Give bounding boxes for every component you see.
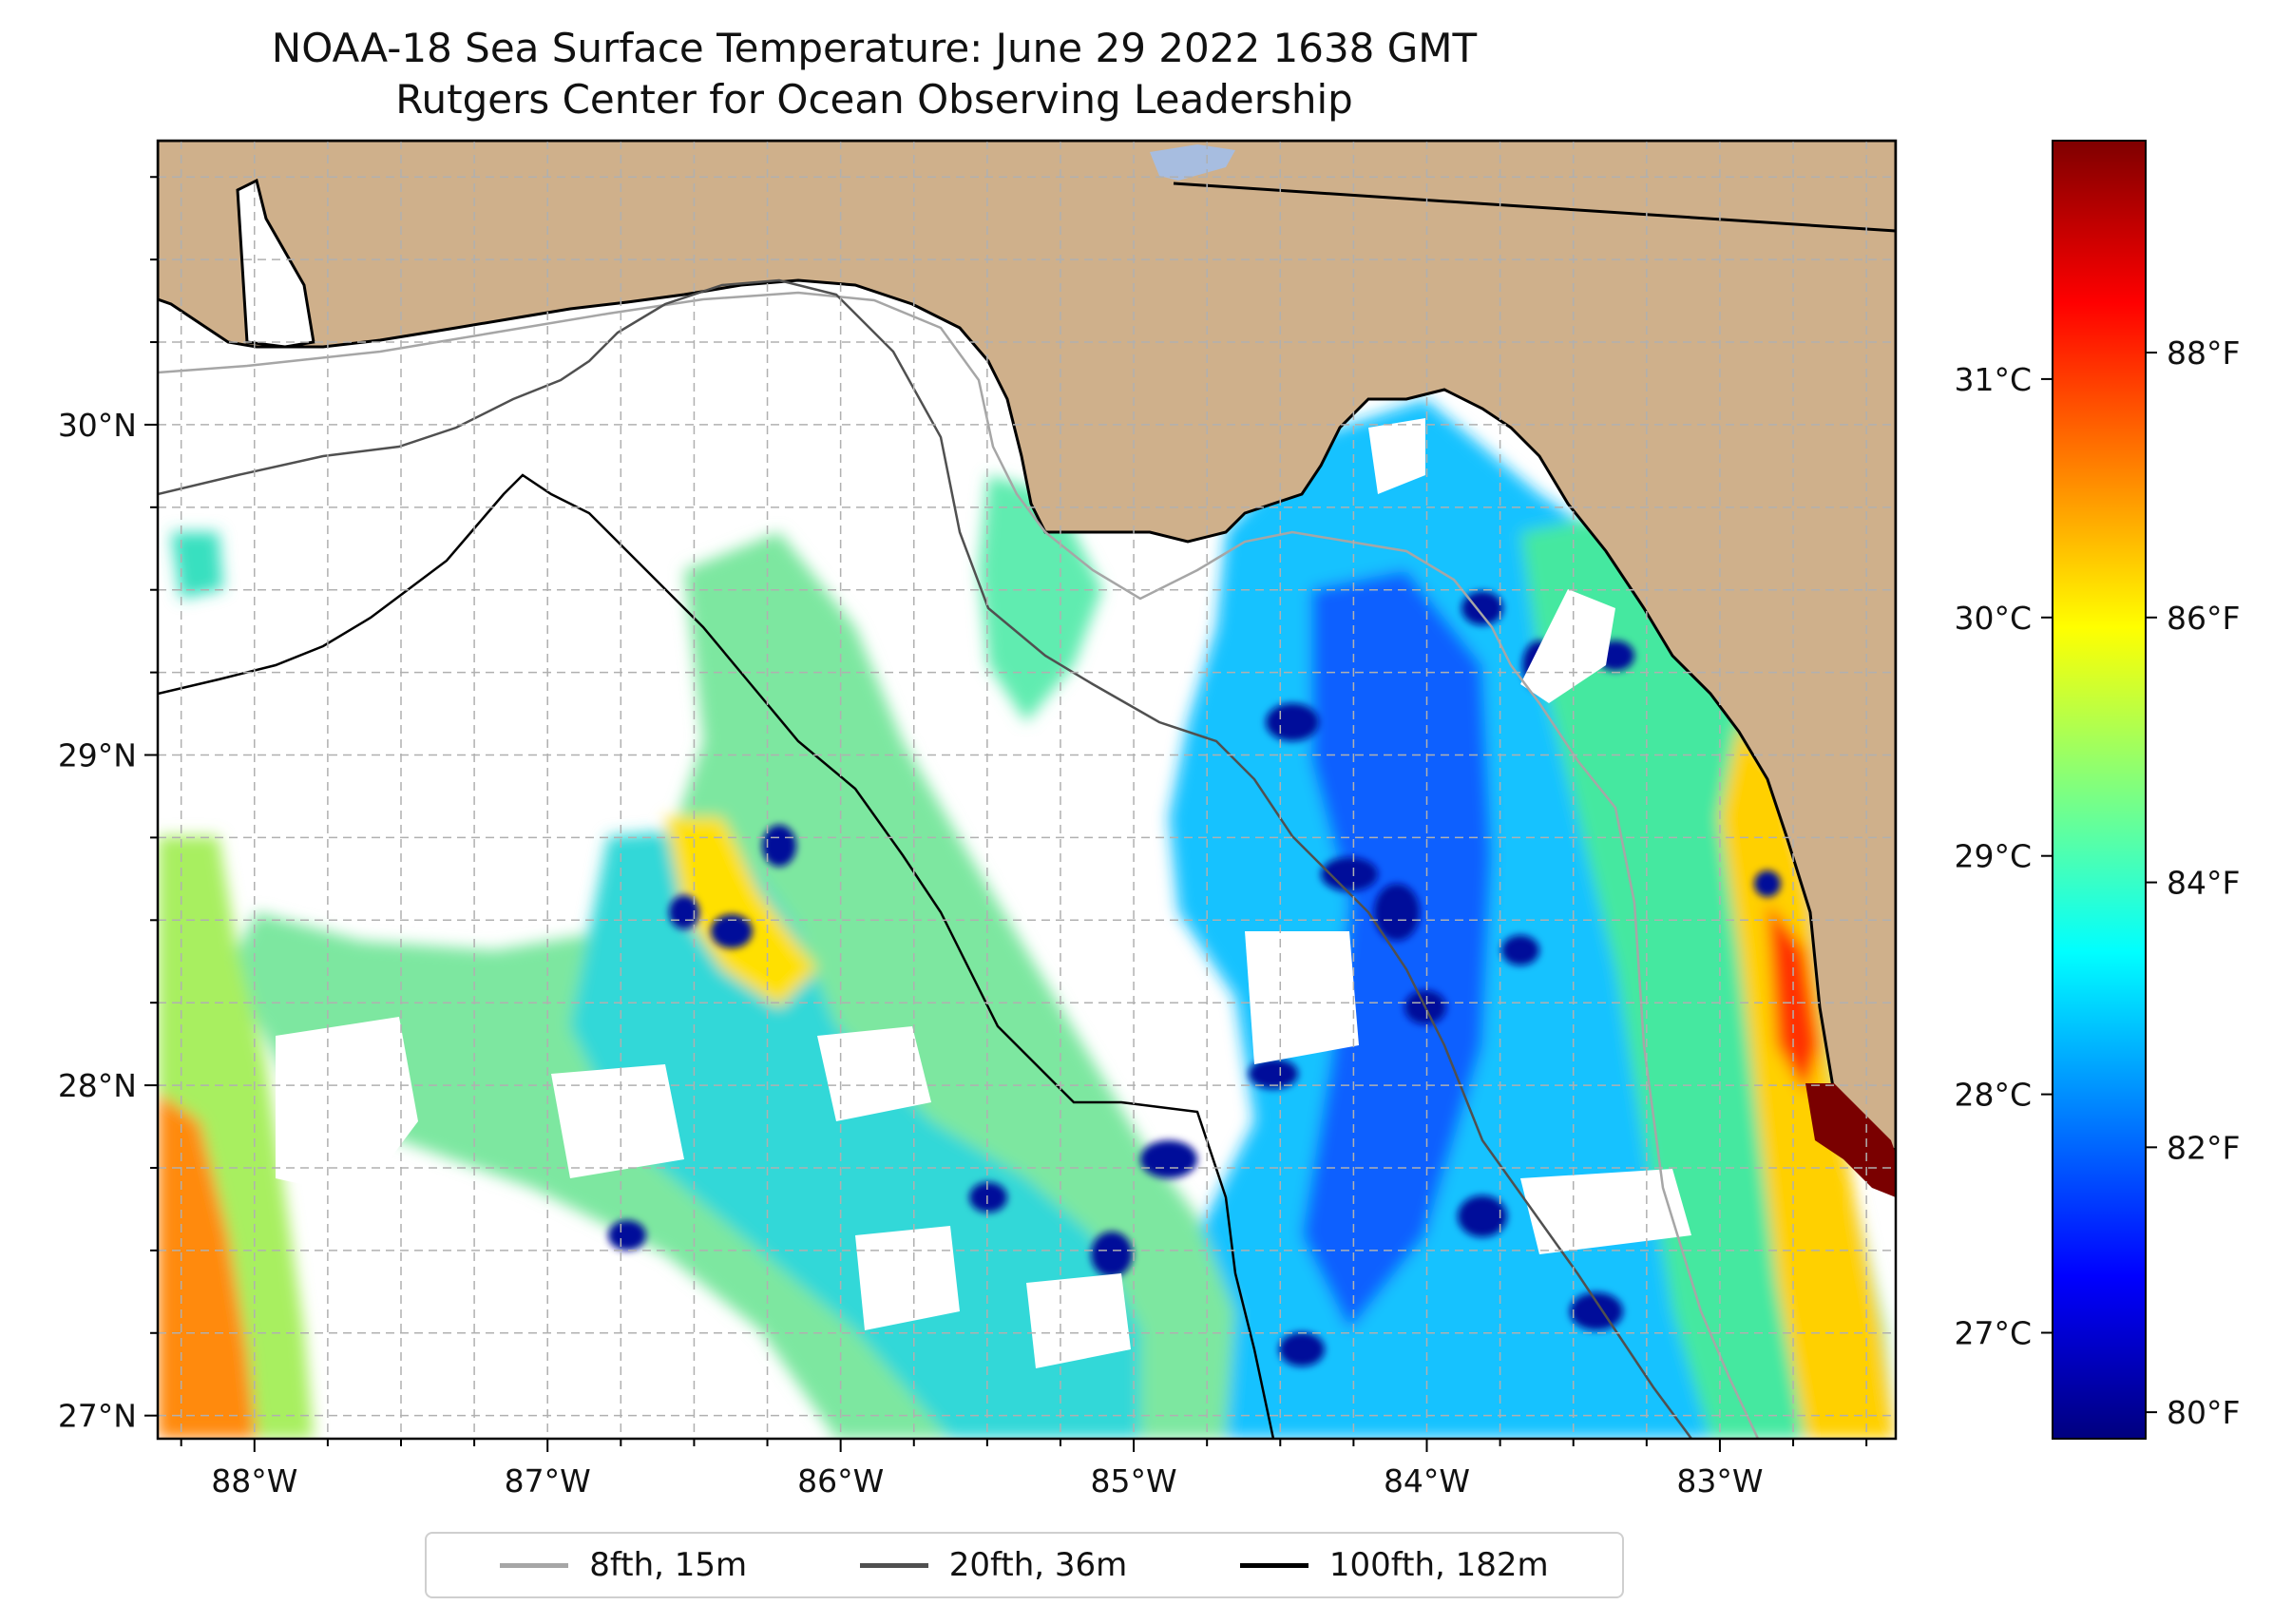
state-border xyxy=(1173,182,1896,233)
map-subtitle: Rutgers Center for Ocean Observing Leade… xyxy=(395,76,1353,123)
lon-tick-label: 86°W xyxy=(797,1462,884,1500)
colorbar: 80°F 82°F 84°F 86°F 88°F 27°C 28°C 29°C 30°C 31°C xyxy=(1954,140,2240,1440)
celsius-tick-label: 28°C xyxy=(1954,1077,2032,1114)
lat-tick-label: 30°N xyxy=(58,407,137,444)
lon-tick-label: 87°W xyxy=(505,1462,591,1500)
lon-tick-label: 85°W xyxy=(1091,1462,1177,1500)
land-areas xyxy=(158,141,1896,1197)
map-content xyxy=(158,141,1896,1439)
isobath-8fth xyxy=(158,291,1760,1439)
lon-tick-label: 88°W xyxy=(211,1462,297,1500)
tampa-bay-warm-water xyxy=(1805,1083,1896,1197)
lon-tick-label: 84°W xyxy=(1384,1462,1470,1500)
map-title: NOAA-18 Sea Surface Temperature: June 29… xyxy=(271,25,1478,71)
legend-label-20fth: 20fth, 36m xyxy=(948,1546,1128,1584)
no-data-gaps xyxy=(276,418,1691,1397)
sst-region-central-cool xyxy=(570,827,1140,1439)
lon-tick-label: 83°W xyxy=(1676,1462,1763,1500)
sst-region-west-warm xyxy=(158,1093,257,1439)
fahrenheit-tick-label: 84°F xyxy=(2167,865,2240,902)
colorbar-ticks: 80°F 82°F 84°F 86°F 88°F 27°C 28°C 29°C 30°C 31°C xyxy=(1954,334,2240,1431)
sst-region-central-warm xyxy=(665,817,817,1007)
celsius-tick-label: 30°C xyxy=(1954,600,2032,637)
sst-cool-spots xyxy=(608,591,1781,1366)
lat-tick-label: 29°N xyxy=(58,737,137,774)
gulf-coast-land xyxy=(158,141,1896,1152)
celsius-tick-label: 27°C xyxy=(1954,1314,2032,1351)
fahrenheit-tick-label: 88°F xyxy=(2167,334,2240,372)
celsius-tick-label: 31°C xyxy=(1954,361,2032,398)
isobath-20fth xyxy=(158,278,1693,1439)
lat-tick-label: 28°N xyxy=(58,1067,137,1104)
isobath-legend: 8fth, 15m 20fth, 36m 100fth, 182m xyxy=(425,1532,1624,1598)
gridlines xyxy=(158,141,1896,1439)
legend-entry-20fth: 20fth, 36m xyxy=(859,1546,1128,1584)
celsius-tick-label: 29°C xyxy=(1954,838,2032,875)
legend-label-8fth: 8fth, 15m xyxy=(589,1546,748,1584)
legend-swatch-100fth xyxy=(1239,1562,1308,1568)
legend-entry-100fth: 100fth, 182m xyxy=(1239,1546,1549,1584)
lake-seminole xyxy=(1150,144,1235,181)
sst-patch-north xyxy=(171,532,223,599)
legend-label-100fth: 100fth, 182m xyxy=(1328,1546,1549,1584)
sst-patch-nearshore xyxy=(979,475,1102,722)
fahrenheit-tick-label: 82°F xyxy=(2167,1129,2240,1166)
fahrenheit-tick-label: 80°F xyxy=(2167,1394,2240,1431)
fahrenheit-tick-label: 86°F xyxy=(2167,600,2240,637)
sst-region-shelf-cool xyxy=(1302,570,1492,1330)
legend-swatch-8fth xyxy=(500,1562,569,1568)
mobile-bay xyxy=(236,178,315,349)
lat-tick-label: 27°N xyxy=(58,1398,137,1435)
colorbar-gradient xyxy=(2052,140,2147,1440)
legend-entry-8fth: 8fth, 15m xyxy=(500,1546,747,1584)
axis-ticks: 88°W 87°W 86°W 85°W 84°W 83°W 30°N 29°N 28°N 27°N xyxy=(58,176,1868,1500)
map-frame xyxy=(156,139,1898,1441)
legend-swatch-20fth xyxy=(859,1562,928,1568)
